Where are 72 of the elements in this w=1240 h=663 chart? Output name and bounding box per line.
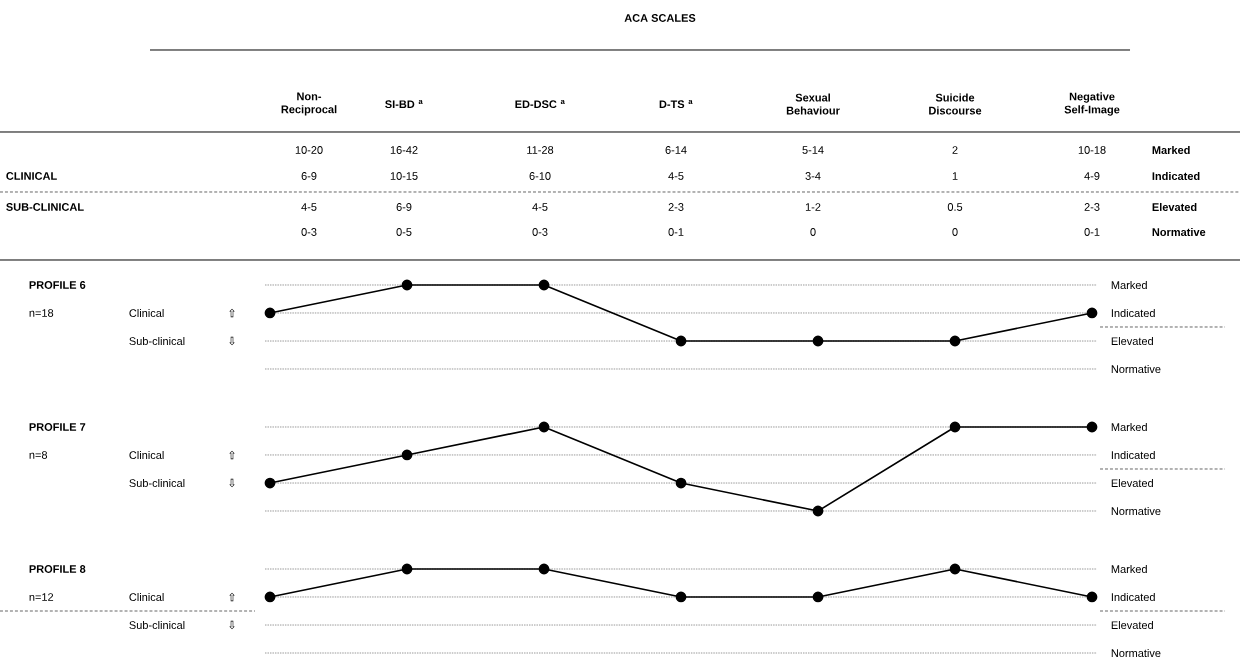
text: 0-1 [668,228,684,236]
ref-line-label: Marked [1111,280,1147,290]
category-label: Elevated [1152,202,1197,212]
text: 4-9 [1084,172,1100,180]
text: Sub-clinical [129,620,185,630]
text: n=18 [29,309,54,317]
text: PROFILE 8 [29,565,86,573]
text: 4-5 [532,203,548,211]
text: 0-1 [1084,228,1100,236]
ref-line-label: Elevated [1111,478,1153,488]
text: 0-5 [396,228,412,236]
text: 10-20 [295,146,323,154]
category-label: Marked [1152,145,1190,155]
text: 1 [952,172,958,180]
text: 6-14 [665,146,687,154]
ref-line-label: Marked [1111,422,1147,432]
text: 5-14 [802,146,824,154]
ref-line-label: Normative [1111,648,1161,658]
text: n=8 [29,451,48,459]
text: 6-9 [301,172,317,180]
text: 3-4 [805,172,821,180]
text: 4-5 [301,203,317,211]
text: ⇩ [229,336,235,346]
category-label: Non-Reciprocal [281,92,337,116]
ref-line-label: Normative [1111,506,1161,516]
text: ⇩ [229,620,235,630]
text: 0-3 [301,228,317,236]
text: ⇧ [229,308,235,318]
text: PROFILE 7 [29,423,86,431]
text: Clinical [129,308,164,318]
text: Clinical [129,592,164,602]
text: Sub-clinical [129,478,185,488]
text: 6-9 [396,203,412,211]
text: 11-28 [527,146,554,154]
text: 2 [952,146,958,154]
text: CLINICAL [6,172,57,180]
text: 0.5 [947,203,963,211]
text: 1-2 [805,203,821,211]
ref-line-label: Normative [1111,364,1161,374]
category-label: Indicated [1152,171,1200,181]
text: 0-3 [532,228,548,236]
text: 2-3 [1084,203,1100,211]
ref-line-label: Marked [1111,564,1147,574]
text: Sub-clinical [129,336,185,346]
ref-line-label: Indicated [1111,308,1155,318]
ref-line-label: Elevated [1111,620,1153,630]
ref-line-label: Elevated [1111,336,1153,346]
text: 4-5 [668,172,684,180]
text: ⇧ [229,450,235,460]
text: 0 [810,228,816,236]
category-label: SI-BD $^{a}$ [385,99,423,109]
category-label: D-TS $^{a}$ [659,99,693,109]
category-label: ED-DSC $^{a}$ [515,99,565,109]
category-label: Negative Self-Image [1064,92,1120,116]
category-label: Normative [1152,227,1206,237]
text: 10-15 [390,172,418,180]
category-label: Sexual Behaviour [786,93,840,115]
text: n=12 [29,593,54,601]
text: Clinical [129,450,164,460]
text: ACA SCALES [624,14,696,22]
text: 10-18 [1078,146,1106,154]
text: SUB-CLINICAL [6,203,84,211]
ref-line-label: Indicated [1111,592,1155,602]
text: ⇧ [229,592,235,602]
text: 6-10 [529,172,551,180]
text: 0 [952,228,958,236]
ref-line-label: Indicated [1111,450,1155,460]
text: PROFILE 6 [29,281,86,289]
category-label: Suicide Discourse [929,93,982,115]
text: 16-42 [390,146,418,154]
text: ⇩ [229,478,235,488]
text: 2-3 [668,203,684,211]
